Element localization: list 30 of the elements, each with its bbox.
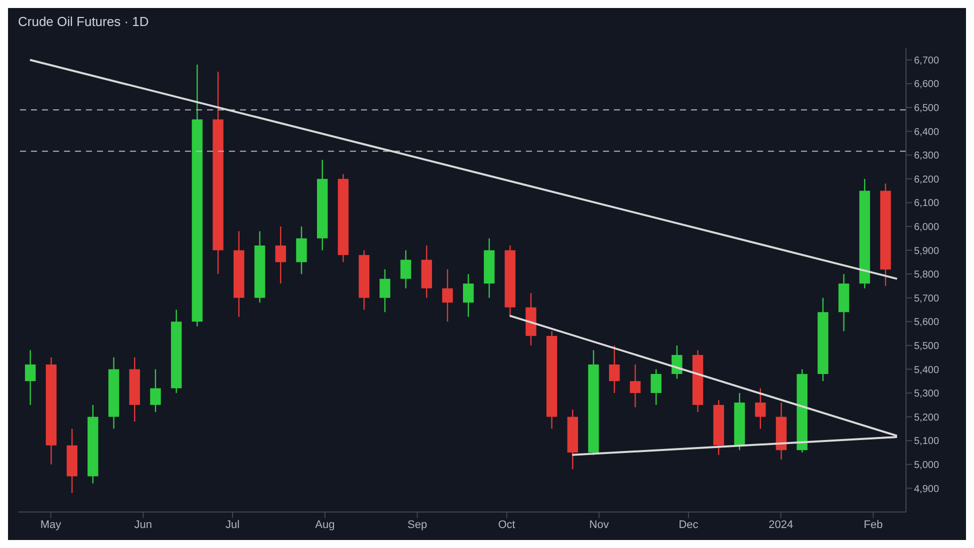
y-tick-label: 5,000 — [914, 460, 940, 471]
x-tick-label: Sep — [408, 518, 428, 531]
y-tick-label: 5,900 — [914, 246, 940, 257]
y-tick-label: 5,800 — [914, 270, 940, 281]
x-tick-label: Nov — [589, 518, 610, 531]
y-tick-label: 5,600 — [914, 317, 940, 328]
y-tick-label: 5,700 — [914, 293, 940, 304]
y-tick-label: 5,400 — [914, 364, 940, 376]
chart-title: Crude Oil Futures · 1D — [17, 13, 150, 31]
y-tick-label: 6,400 — [914, 126, 940, 138]
y-tick-label: 6,200 — [914, 174, 940, 186]
x-tick-label: 2024 — [768, 518, 794, 531]
y-tick-label: 6,700 — [914, 55, 940, 66]
x-tick-label: Feb — [864, 518, 883, 531]
y-tick-label: 5,100 — [914, 436, 940, 448]
y-tick-label: 5,300 — [914, 388, 940, 400]
x-tick-label: Jun — [134, 518, 152, 531]
x-tick-label: Aug — [315, 518, 335, 531]
y-tick-label: 4,900 — [914, 484, 940, 495]
y-tick-label: 6,100 — [914, 198, 940, 210]
x-tick-label: Dec — [678, 518, 699, 531]
y-tick-label: 5,500 — [914, 340, 940, 352]
y-tick-label: 5,200 — [914, 412, 940, 424]
x-tick-label: Jul — [226, 518, 240, 531]
y-tick-label: 6,300 — [914, 150, 940, 162]
y-tick-label: 6,600 — [914, 79, 940, 90]
x-tick-label: Oct — [498, 518, 516, 531]
y-tick-label: 6,000 — [914, 222, 940, 234]
y-tick-label: 6,500 — [914, 103, 940, 114]
x-tick-label: May — [40, 518, 62, 531]
